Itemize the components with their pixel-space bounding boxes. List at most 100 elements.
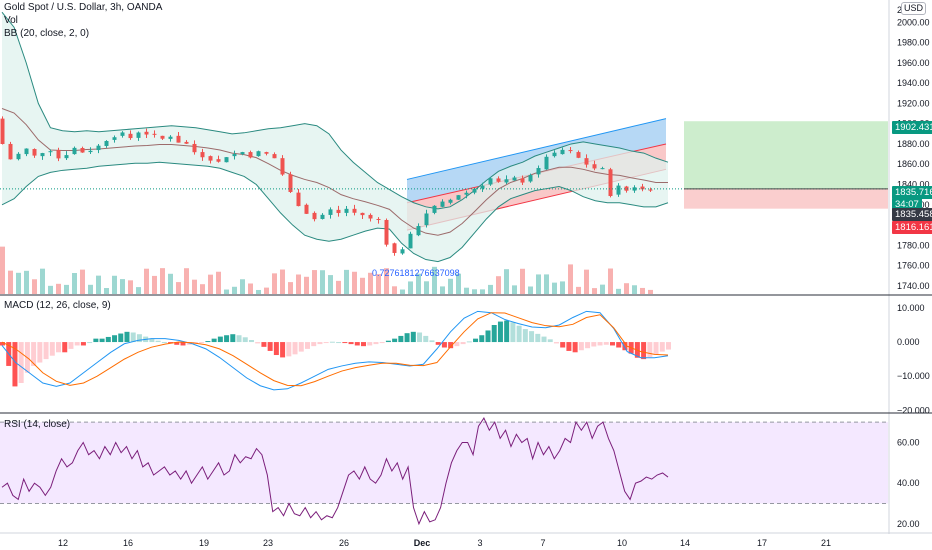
last-price-tag: 1835.458 xyxy=(892,208,932,221)
macd-histogram-bar xyxy=(435,342,441,345)
price-tick-label: 1840.00 xyxy=(897,180,930,190)
candle-body xyxy=(272,154,277,159)
volume-bar xyxy=(144,268,149,294)
volume-bar xyxy=(120,279,125,294)
volume-bar xyxy=(176,282,181,294)
candle-body xyxy=(192,143,197,153)
macd-histogram-bar xyxy=(535,333,541,343)
macd-histogram-bar xyxy=(441,342,447,348)
candle-body xyxy=(480,185,485,189)
candle-body xyxy=(128,133,133,139)
volume-bar xyxy=(328,275,333,294)
macd-pane[interactable] xyxy=(0,310,671,391)
macd-histogram-bar xyxy=(485,330,491,343)
candle-body xyxy=(184,141,189,144)
macd-histogram-bar xyxy=(385,340,391,343)
macd-histogram-bar xyxy=(373,342,379,345)
price-pane[interactable]: 0.7276181276637098 xyxy=(0,11,888,294)
candle-body xyxy=(120,132,125,136)
candle-body xyxy=(456,195,461,200)
volume-bar xyxy=(312,270,317,294)
macd-histogram-bar xyxy=(18,342,24,383)
candle-body xyxy=(408,233,413,249)
currency-button[interactable]: USD xyxy=(901,2,927,15)
macd-histogram-bar xyxy=(105,336,111,343)
symbol-title[interactable]: Gold Spot / U.S. Dollar, 3h, OANDA xyxy=(4,2,163,13)
volume-bar xyxy=(464,287,469,294)
candle-body xyxy=(600,168,605,170)
volume-legend[interactable]: Vol xyxy=(4,15,18,26)
macd-histogram-bar xyxy=(497,321,503,343)
volume-bar xyxy=(208,274,213,294)
macd-histogram-bar xyxy=(311,342,317,347)
macd-histogram-bar xyxy=(529,331,535,343)
volume-bar xyxy=(104,288,109,294)
current-price-tag: 1835.716 xyxy=(892,186,932,199)
volume-bar xyxy=(608,268,613,294)
candle-body xyxy=(552,152,557,157)
volume-bar xyxy=(456,273,461,294)
macd-histogram-bar xyxy=(585,342,591,349)
candle-body xyxy=(8,143,13,160)
macd-histogram-bar xyxy=(553,342,559,344)
macd-histogram-bar xyxy=(460,342,466,345)
candle-body xyxy=(216,159,221,162)
bollinger-legend[interactable]: BB (20, close, 2, 0) xyxy=(4,28,90,39)
macd-histogram-bar xyxy=(666,342,671,350)
candle-body xyxy=(624,186,629,191)
macd-histogram-bar xyxy=(130,332,136,343)
volume-bar xyxy=(344,269,349,294)
macd-histogram-bar xyxy=(174,342,180,345)
time-scale[interactable]: 12 16 19 23 26 Dec 3 7 10 14 17 21 xyxy=(58,538,831,548)
candle-body xyxy=(16,153,21,160)
rsi-tick-label: 60.00 xyxy=(897,437,920,447)
macd-histogram-bar xyxy=(622,342,628,351)
macd-histogram-bar xyxy=(429,340,435,343)
macd-signal-line xyxy=(1,312,669,387)
bar-countdown-tag: 34:07 xyxy=(892,198,922,211)
volume-bar xyxy=(472,289,477,294)
time-tick-label: 14 xyxy=(680,538,690,548)
macd-histogram-bar xyxy=(298,342,304,352)
time-tick-label: 16 xyxy=(123,538,133,548)
candle-body xyxy=(328,209,333,215)
volume-bar xyxy=(240,279,245,294)
volume-bar xyxy=(448,278,453,294)
volume-bar xyxy=(272,273,277,294)
macd-histogram-bar xyxy=(31,342,37,366)
rsi-legend[interactable]: RSI (14, close) xyxy=(4,419,71,430)
macd-histogram-bar xyxy=(491,325,497,343)
price-scale[interactable]: 1740.001760.001780.001800.001820.001840.… xyxy=(0,0,932,534)
macd-histogram-bar xyxy=(541,336,547,343)
candle-body xyxy=(136,132,141,138)
time-tick-label: 26 xyxy=(339,538,349,548)
macd-histogram-bar xyxy=(155,340,161,343)
candle-body xyxy=(488,178,493,185)
bollinger-basis xyxy=(1,108,668,236)
volume-bar xyxy=(280,269,285,294)
volume-bar xyxy=(384,268,389,294)
macd-histogram-bar xyxy=(180,342,186,346)
time-tick-label: 17 xyxy=(757,538,767,548)
candle-body xyxy=(472,188,477,193)
macd-histogram-bar xyxy=(37,342,43,363)
volume-bar xyxy=(128,280,133,294)
rsi-pane[interactable] xyxy=(0,417,888,526)
macd-histogram-bar xyxy=(348,342,354,345)
macd-histogram-bar xyxy=(329,341,335,343)
candle-body xyxy=(544,156,549,170)
macd-tick-label: 10.000 xyxy=(897,303,925,313)
macd-histogram-bar xyxy=(516,325,522,343)
price-tick-label: 1940.00 xyxy=(897,78,930,88)
macd-histogram-bar xyxy=(466,341,472,343)
volume-bar xyxy=(416,273,421,294)
candle-body xyxy=(312,212,317,220)
macd-legend[interactable]: MACD (12, 26, close, 9) xyxy=(4,300,111,311)
macd-histogram-bar xyxy=(479,335,485,343)
candle-body xyxy=(528,175,533,182)
macd-histogram-bar xyxy=(230,334,236,343)
macd-histogram-bar xyxy=(261,342,267,347)
volume-bar xyxy=(536,274,541,294)
macd-tick-label: 0.000 xyxy=(897,337,920,347)
